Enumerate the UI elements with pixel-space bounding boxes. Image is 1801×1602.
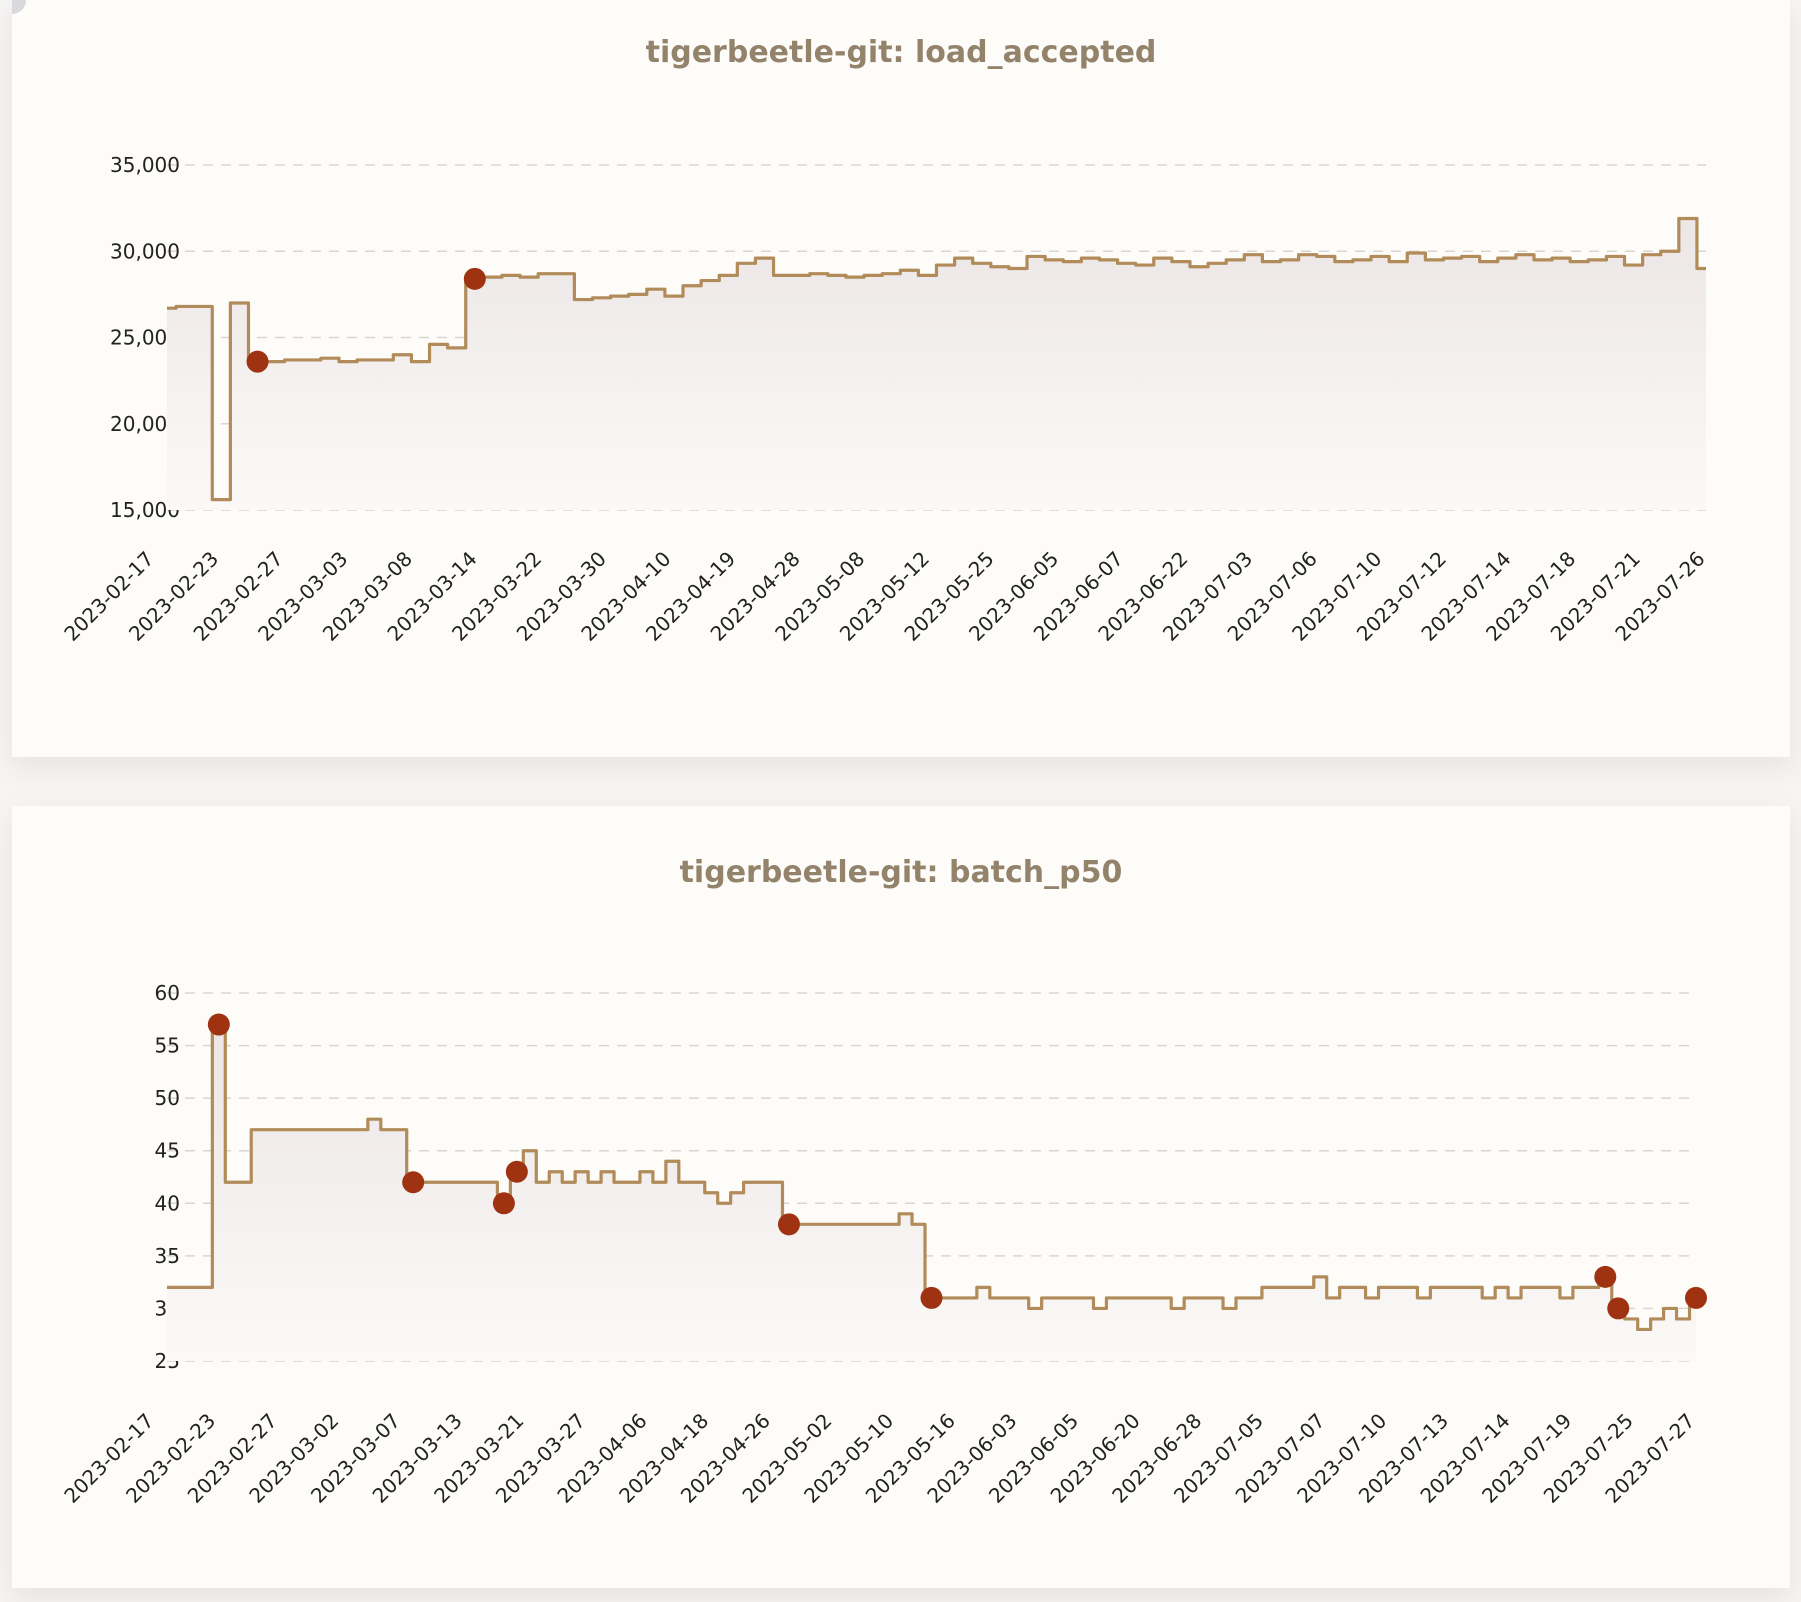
y-tick-label: 30,000 xyxy=(110,239,180,263)
chart-card-batch-p50: tigerbeetle-git: batch_p50 2530354045505… xyxy=(12,806,1790,1588)
chart-title: tigerbeetle-git: load_accepted xyxy=(646,35,1157,70)
y-tick-label: 60 xyxy=(155,981,180,1005)
series-line xyxy=(167,216,1706,502)
y-tick-label: 55 xyxy=(155,1034,180,1058)
series-area xyxy=(167,218,1706,510)
y-tick-label: 40 xyxy=(155,1191,180,1215)
change-point-marker[interactable] xyxy=(777,1213,800,1236)
change-point-marker[interactable] xyxy=(1594,1265,1617,1288)
y-tick-label: 45 xyxy=(155,1139,180,1163)
series-line xyxy=(167,1022,1696,1332)
batch-p50-chart: tigerbeetle-git: batch_p50 2530354045505… xyxy=(59,855,1707,1508)
y-tick-label: 35,000 xyxy=(110,153,180,177)
change-point-marker[interactable] xyxy=(246,350,269,373)
chart-title: tigerbeetle-git: batch_p50 xyxy=(680,855,1123,890)
load-accepted-chart: tigerbeetle-git: load_accepted 15,00020,… xyxy=(59,35,1709,646)
change-point-marker[interactable] xyxy=(1607,1297,1630,1320)
y-tick-label: 35 xyxy=(155,1244,180,1268)
change-point-marker[interactable] xyxy=(505,1160,528,1183)
chart-card-load-accepted: tigerbeetle-git: load_accepted 15,000 20,… xyxy=(12,0,1790,757)
series-area xyxy=(167,1024,1696,1361)
y-tick-label: 50 xyxy=(155,1086,180,1110)
change-point-marker[interactable] xyxy=(463,267,486,290)
change-point-marker[interactable] xyxy=(402,1171,425,1194)
change-point-marker[interactable] xyxy=(492,1192,515,1215)
change-point-marker[interactable] xyxy=(1685,1286,1707,1309)
change-point-marker[interactable] xyxy=(920,1286,943,1309)
change-point-marker[interactable] xyxy=(207,1013,230,1036)
